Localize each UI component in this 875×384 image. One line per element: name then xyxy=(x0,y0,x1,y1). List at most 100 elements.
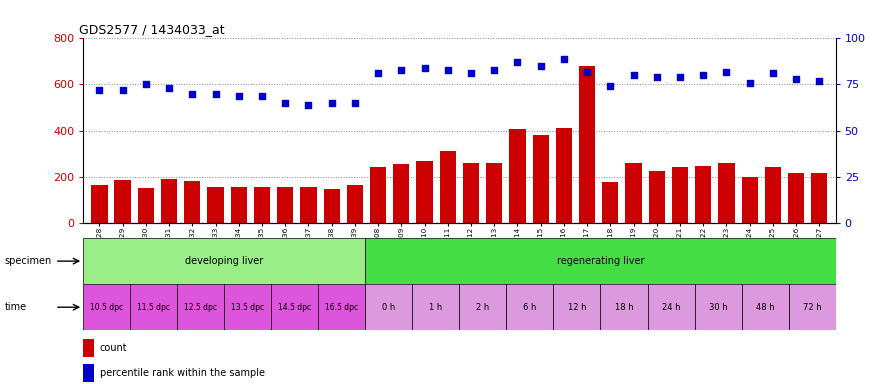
Point xyxy=(186,91,200,97)
Bar xyxy=(366,284,412,330)
Text: percentile rank within the sample: percentile rank within the sample xyxy=(100,368,264,378)
Bar xyxy=(459,284,507,330)
Text: 72 h: 72 h xyxy=(802,303,822,312)
Point xyxy=(255,93,269,99)
Bar xyxy=(271,284,318,330)
Bar xyxy=(346,185,363,223)
Bar xyxy=(742,284,788,330)
Bar xyxy=(718,163,735,223)
Text: 13.5 dpc: 13.5 dpc xyxy=(231,303,264,312)
Point xyxy=(208,91,222,97)
Text: 24 h: 24 h xyxy=(662,303,680,312)
Point xyxy=(510,59,524,65)
Text: 14.5 dpc: 14.5 dpc xyxy=(278,303,312,312)
Bar xyxy=(393,164,410,223)
Bar xyxy=(83,364,94,382)
Point xyxy=(441,67,455,73)
Bar xyxy=(161,179,177,223)
Bar xyxy=(366,238,836,284)
Bar xyxy=(648,284,695,330)
Point xyxy=(417,65,431,71)
Point xyxy=(278,100,292,106)
Bar xyxy=(672,167,688,223)
Point xyxy=(534,63,548,69)
Bar xyxy=(556,128,572,223)
Text: 10.5 dpc: 10.5 dpc xyxy=(90,303,123,312)
Bar xyxy=(130,284,177,330)
Text: developing liver: developing liver xyxy=(186,256,263,266)
Point xyxy=(371,70,385,76)
Bar xyxy=(318,284,366,330)
Point xyxy=(626,72,640,78)
Point xyxy=(464,70,478,76)
Text: time: time xyxy=(4,302,26,312)
Point xyxy=(162,85,176,91)
Bar xyxy=(600,284,648,330)
Bar xyxy=(487,163,502,223)
Point xyxy=(139,81,153,88)
Text: count: count xyxy=(100,343,127,353)
Bar xyxy=(83,284,130,330)
Bar xyxy=(626,163,641,223)
Text: 2 h: 2 h xyxy=(476,303,489,312)
Point xyxy=(348,100,362,106)
Text: specimen: specimen xyxy=(4,256,52,266)
Point xyxy=(487,67,501,73)
Point xyxy=(301,102,315,108)
Bar xyxy=(579,66,595,223)
Bar xyxy=(83,339,94,356)
Bar xyxy=(507,284,554,330)
Bar xyxy=(224,284,271,330)
Bar xyxy=(439,151,456,223)
Point xyxy=(116,87,130,93)
Bar xyxy=(765,167,781,223)
Bar xyxy=(533,135,549,223)
Text: 12.5 dpc: 12.5 dpc xyxy=(185,303,217,312)
Bar xyxy=(300,187,317,223)
Bar xyxy=(370,167,386,223)
Bar xyxy=(416,161,432,223)
Bar xyxy=(811,173,828,223)
Text: GDS2577 / 1434033_at: GDS2577 / 1434033_at xyxy=(80,23,225,36)
Bar xyxy=(742,177,758,223)
Point xyxy=(580,68,594,74)
Point xyxy=(93,87,107,93)
Point xyxy=(743,79,757,86)
Bar xyxy=(648,171,665,223)
Text: 30 h: 30 h xyxy=(709,303,727,312)
Text: 48 h: 48 h xyxy=(756,303,774,312)
Bar xyxy=(207,187,224,223)
Bar xyxy=(695,284,742,330)
Bar xyxy=(602,182,619,223)
Bar xyxy=(695,166,711,223)
Bar xyxy=(463,163,480,223)
Bar xyxy=(254,187,270,223)
Bar xyxy=(788,173,804,223)
Bar xyxy=(554,284,600,330)
Bar xyxy=(177,284,224,330)
Bar xyxy=(115,180,130,223)
Bar xyxy=(184,181,200,223)
Bar xyxy=(509,129,526,223)
Point xyxy=(604,83,618,89)
Bar xyxy=(277,187,293,223)
Point xyxy=(719,68,733,74)
Text: 12 h: 12 h xyxy=(568,303,586,312)
Bar xyxy=(412,284,459,330)
Bar xyxy=(788,284,836,330)
Point xyxy=(395,67,409,73)
Text: regenerating liver: regenerating liver xyxy=(556,256,644,266)
Text: 11.5 dpc: 11.5 dpc xyxy=(137,303,170,312)
Point xyxy=(556,56,570,62)
Bar xyxy=(324,189,340,223)
Text: 1 h: 1 h xyxy=(430,303,443,312)
Bar xyxy=(137,188,154,223)
Point xyxy=(650,74,664,80)
Text: 0 h: 0 h xyxy=(382,303,396,312)
Point xyxy=(812,78,826,84)
Text: 18 h: 18 h xyxy=(614,303,634,312)
Point xyxy=(673,74,687,80)
Bar xyxy=(83,238,366,284)
Text: 16.5 dpc: 16.5 dpc xyxy=(326,303,359,312)
Point xyxy=(232,93,246,99)
